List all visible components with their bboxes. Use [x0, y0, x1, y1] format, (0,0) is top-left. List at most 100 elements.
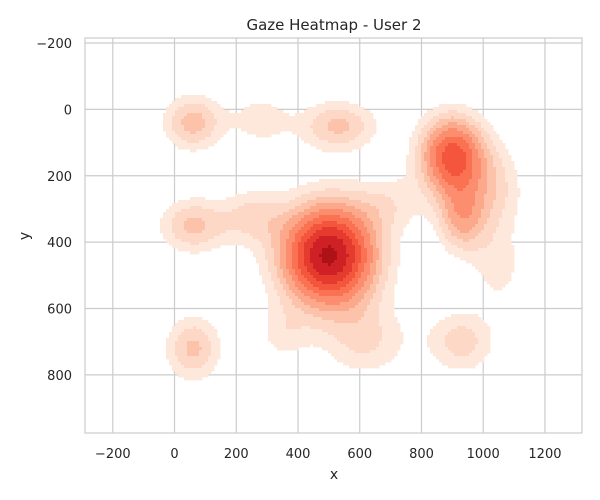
density-cell	[439, 224, 443, 228]
density-cell	[331, 293, 335, 297]
density-cell	[442, 146, 446, 150]
density-cell	[340, 278, 344, 282]
density-cell	[463, 116, 467, 120]
density-cell	[421, 197, 425, 201]
density-cell	[322, 236, 326, 240]
density-cell	[241, 119, 245, 123]
density-cell	[448, 221, 452, 225]
density-cell	[361, 254, 365, 258]
density-cell	[301, 215, 305, 219]
density-cell	[487, 281, 491, 285]
density-cell	[370, 224, 374, 228]
density-cell	[280, 284, 284, 288]
density-cell	[217, 218, 221, 222]
density-cell	[511, 170, 515, 174]
density-cell	[280, 260, 284, 264]
density-cell	[364, 119, 368, 123]
density-cell	[319, 281, 323, 285]
density-cell	[256, 224, 260, 228]
density-cell	[316, 122, 320, 126]
density-cell	[424, 212, 428, 216]
density-cell	[487, 239, 491, 243]
density-cell	[259, 209, 263, 213]
density-cell	[451, 203, 455, 207]
density-cell	[427, 137, 431, 141]
density-cell	[343, 119, 347, 123]
density-cell	[304, 200, 308, 204]
density-cell	[403, 221, 407, 225]
density-cell	[277, 236, 281, 240]
density-cell	[187, 218, 191, 222]
density-cell	[208, 98, 212, 102]
density-cell	[376, 203, 380, 207]
density-cell	[235, 113, 239, 117]
density-cell	[457, 173, 461, 177]
density-cell	[367, 140, 371, 144]
density-cell	[502, 278, 506, 282]
density-cell	[448, 212, 452, 216]
density-cell	[307, 263, 311, 267]
density-cell	[187, 239, 191, 243]
density-cell	[496, 182, 500, 186]
density-cell	[379, 227, 383, 231]
density-cell	[466, 203, 470, 207]
density-cell	[349, 266, 353, 270]
density-cell	[415, 203, 419, 207]
density-cell	[247, 200, 251, 204]
density-cell	[175, 113, 179, 117]
density-cell	[508, 194, 512, 198]
density-cell	[448, 242, 452, 246]
density-cell	[328, 209, 332, 213]
density-cell	[289, 242, 293, 246]
density-cell	[238, 203, 242, 207]
density-cell	[334, 212, 338, 216]
density-cell	[271, 122, 275, 126]
density-cell	[298, 257, 302, 261]
density-cell	[427, 113, 431, 117]
density-cell	[301, 203, 305, 207]
density-cell	[247, 203, 251, 207]
density-cell	[229, 209, 233, 213]
density-cell	[436, 185, 440, 189]
density-cell	[376, 239, 380, 243]
density-cell	[322, 284, 326, 288]
density-cell	[334, 278, 338, 282]
density-cell	[448, 251, 452, 255]
density-cell	[319, 146, 323, 150]
density-cell	[310, 221, 314, 225]
density-cell	[349, 284, 353, 288]
density-cell	[334, 296, 338, 300]
density-cell	[505, 188, 509, 192]
density-cell	[343, 221, 347, 225]
density-cell	[256, 104, 260, 108]
density-cell	[322, 125, 326, 129]
density-cell	[205, 107, 209, 111]
density-cell	[403, 212, 407, 216]
density-cell	[310, 284, 314, 288]
density-cell	[247, 107, 251, 111]
density-cell	[325, 218, 329, 222]
density-cell	[397, 218, 401, 222]
density-cell	[424, 140, 428, 144]
density-cell	[409, 155, 413, 159]
density-cell	[250, 242, 254, 246]
density-cell	[316, 299, 320, 303]
density-cell	[256, 212, 260, 216]
density-cell	[493, 170, 497, 174]
density-cell	[433, 134, 437, 138]
density-cell	[229, 203, 233, 207]
density-cell	[511, 212, 515, 216]
density-cell	[172, 131, 176, 135]
density-cell	[379, 197, 383, 201]
density-cell	[349, 179, 353, 183]
density-cell	[406, 188, 410, 192]
density-cell	[451, 173, 455, 177]
density-cell	[262, 224, 266, 228]
density-cell	[346, 197, 350, 201]
density-cell	[271, 308, 275, 312]
density-cell	[373, 275, 377, 279]
density-cell	[463, 224, 467, 228]
density-cell	[397, 239, 401, 243]
density-cell	[406, 221, 410, 225]
density-cell	[397, 221, 401, 225]
